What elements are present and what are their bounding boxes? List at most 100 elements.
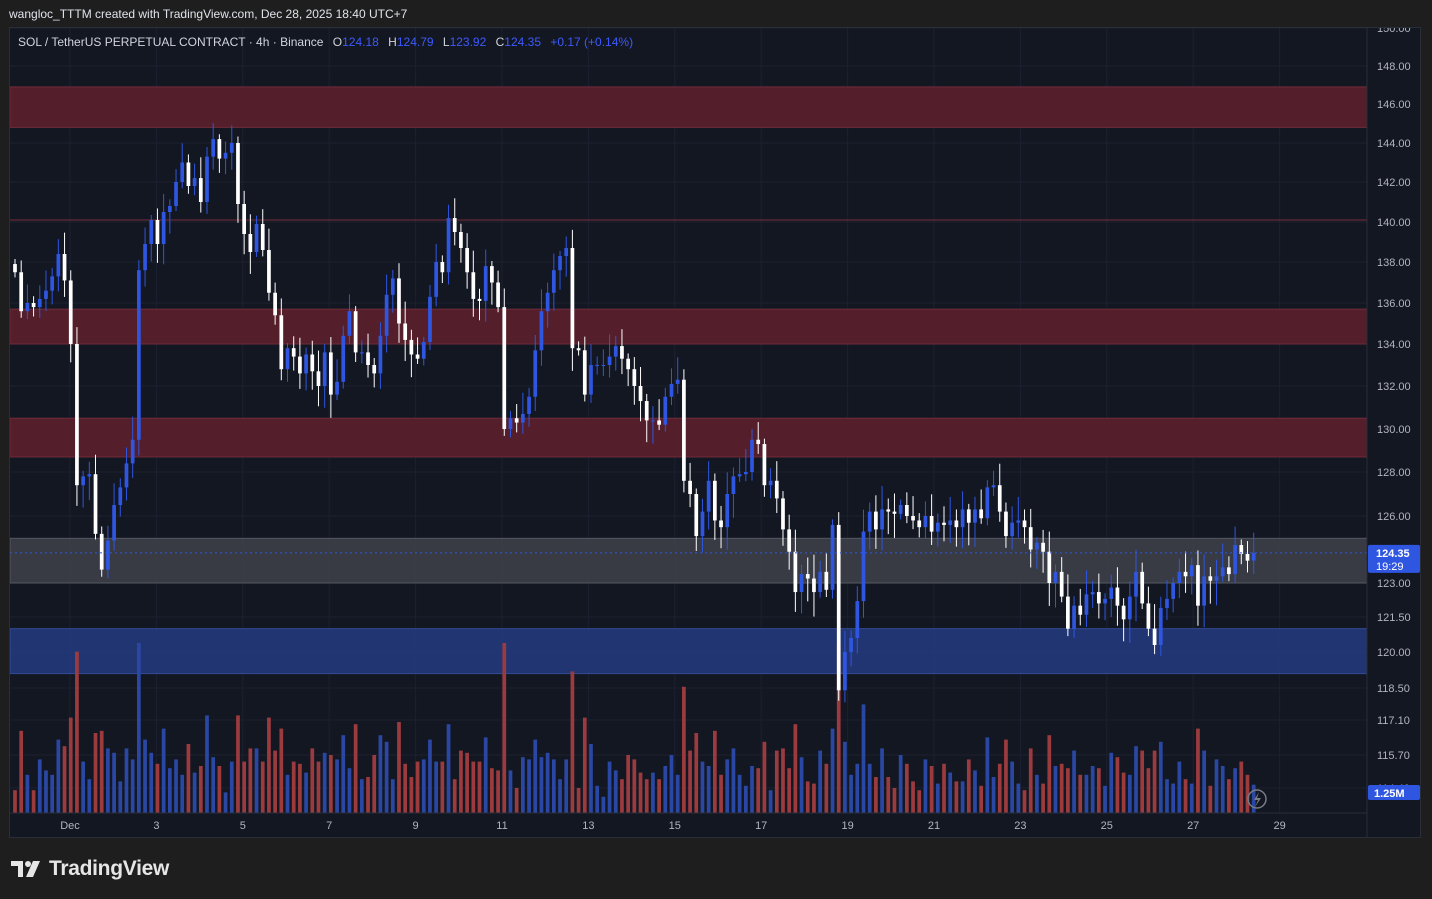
x-tick-label: 21: [928, 820, 940, 832]
volume-bar: [1103, 785, 1107, 813]
candle-body: [31, 303, 36, 308]
y-tick-label: 117.10: [1377, 715, 1410, 727]
candles: [13, 123, 1256, 703]
volume-bar: [440, 761, 445, 813]
volume-bar: [87, 779, 92, 813]
volume-bar: [31, 790, 36, 813]
candle-body: [855, 601, 860, 638]
candle-body: [651, 420, 655, 422]
support-zone: [10, 628, 1368, 675]
candle-body: [124, 463, 129, 488]
candle-body: [886, 509, 891, 512]
candle-body: [830, 524, 835, 590]
volume-bar: [1041, 783, 1045, 813]
candle-body: [428, 296, 432, 342]
volume-bar: [843, 741, 847, 813]
candle-body: [1053, 571, 1058, 583]
volume-bar: [855, 763, 860, 813]
volume-bar: [582, 717, 587, 813]
candle-body: [644, 401, 649, 421]
candle-body: [632, 369, 637, 386]
candle-body: [390, 278, 395, 295]
candle-body: [589, 365, 593, 395]
candle-body: [867, 511, 872, 532]
candle-body: [118, 487, 123, 505]
y-tick-label: 134.00: [1377, 339, 1411, 351]
volume-bar: [558, 779, 562, 813]
chart-panel[interactable]: 150.00 148.00 146.00 144.00 142.00 140.00 138.…: [9, 27, 1421, 838]
volume-bar: [1022, 790, 1027, 813]
x-tick-label: 7: [326, 820, 332, 832]
candle-body: [1084, 594, 1089, 615]
candle-body: [712, 480, 717, 521]
volume-bar: [607, 761, 612, 813]
volume-bar: [1109, 752, 1114, 813]
volume-bar: [626, 755, 631, 813]
resistance-zone: [10, 417, 1368, 458]
candle-body: [688, 480, 692, 494]
candlestick-chart[interactable]: 150.00 148.00 146.00 144.00 142.00 140.00 138.…: [10, 28, 1420, 837]
candle-body: [719, 520, 723, 528]
current-zone: [10, 537, 1368, 584]
volume-bar: [545, 752, 550, 813]
volume-bar: [743, 785, 748, 813]
y-tick-label: 148.00: [1377, 61, 1411, 73]
candle-body: [799, 574, 804, 593]
candle-body: [347, 311, 352, 336]
candle-body: [1196, 565, 1200, 606]
volume-bar: [353, 724, 358, 813]
volume-bar: [93, 733, 98, 813]
volume-bar: [341, 735, 346, 813]
candle-body: [1078, 605, 1083, 615]
volume-bar: [415, 761, 420, 813]
volume-bar: [756, 768, 761, 813]
volume-bar: [366, 777, 370, 813]
candle-body: [551, 270, 556, 293]
volume-bar: [44, 770, 48, 813]
volume-bar: [948, 772, 953, 813]
volume-bar: [675, 774, 680, 813]
candle-body: [911, 516, 915, 521]
volume-bar: [836, 643, 841, 813]
candle-body: [620, 346, 624, 359]
volume-bar: [1251, 784, 1256, 813]
volume-bar: [1220, 766, 1225, 813]
volume-bar: [1239, 761, 1244, 813]
x-tick-label: 19: [841, 820, 853, 832]
y-tick-label: 130.00: [1377, 424, 1411, 436]
volume-bar: [236, 715, 240, 813]
candle-body: [322, 352, 327, 386]
candle-body: [397, 278, 401, 324]
candle-body: [87, 474, 92, 477]
candle-body: [254, 224, 259, 252]
candle-body: [539, 311, 544, 351]
volume-bar: [106, 748, 110, 813]
candle-body: [669, 383, 674, 397]
candle-body: [137, 270, 141, 440]
candle-body: [613, 346, 618, 357]
volume-bar: [527, 759, 531, 813]
candle-body: [242, 204, 247, 234]
volume-bar: [248, 748, 253, 813]
y-tick-label: 142.00: [1377, 177, 1411, 189]
candle-body: [514, 418, 519, 423]
volume-bar: [1158, 741, 1163, 813]
volume-bar: [1010, 761, 1014, 813]
x-tick-label: 25: [1101, 820, 1113, 832]
candle-body: [335, 381, 339, 395]
symbol-legend: SOL / TetherUS PERPETUAL CONTRACT · 4h ·…: [18, 35, 633, 49]
volume-bar: [37, 759, 42, 813]
volume-bar: [799, 757, 804, 813]
volume-bar: [124, 748, 129, 813]
volume-bar: [731, 748, 736, 813]
candle-body: [1041, 542, 1045, 552]
candle-body: [1134, 571, 1138, 597]
volume-bar: [997, 763, 1002, 813]
candle-body: [291, 348, 296, 357]
volume-bar: [917, 790, 922, 813]
change-value: +0.17 (+0.14%): [550, 35, 634, 49]
candle-body: [836, 524, 841, 691]
volume-bar: [663, 766, 668, 813]
candle-body: [37, 298, 42, 308]
volume-bar: [217, 766, 222, 813]
